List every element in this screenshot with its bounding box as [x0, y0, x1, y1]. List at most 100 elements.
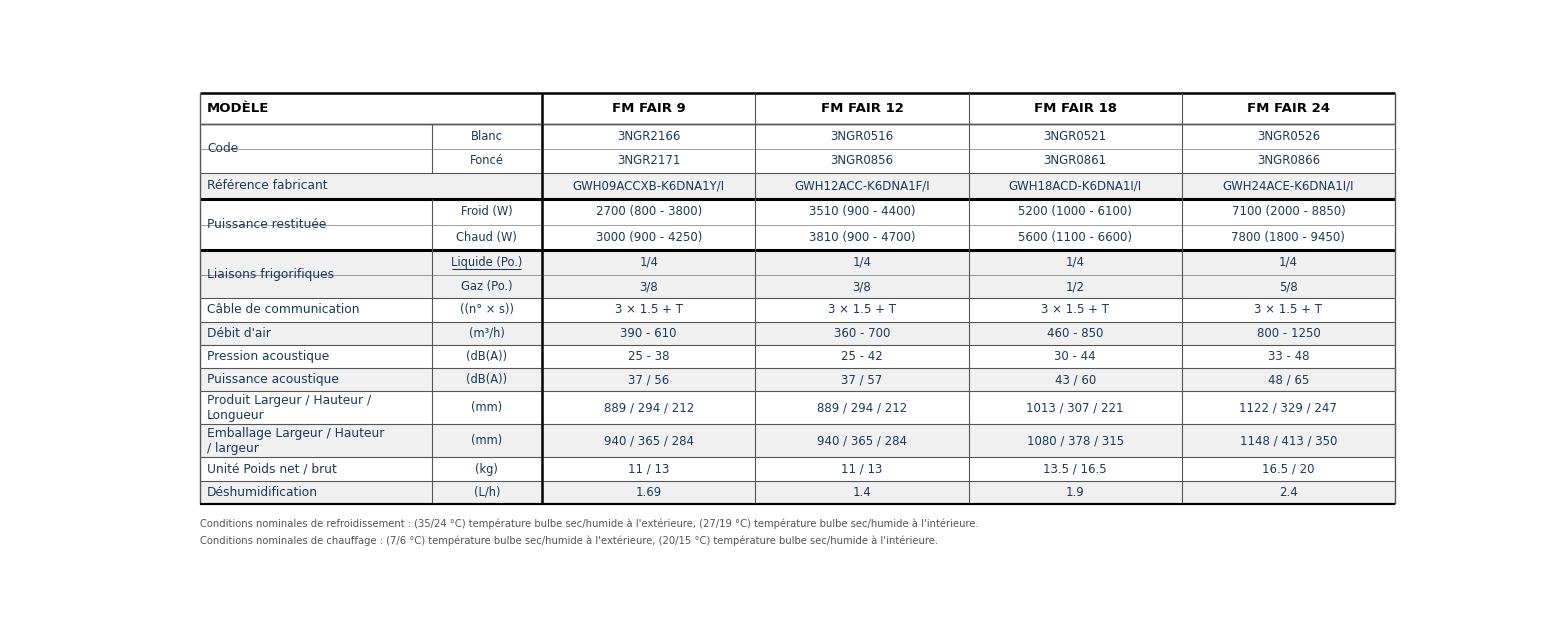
- Bar: [200, 149, 1395, 173]
- Text: Référence fabricant: Référence fabricant: [208, 180, 327, 192]
- Text: 390 - 610: 390 - 610: [620, 327, 677, 340]
- Text: 3510 (900 - 4400): 3510 (900 - 4400): [809, 205, 914, 219]
- Bar: [200, 249, 1395, 275]
- Bar: [200, 457, 1395, 481]
- Text: Emballage Largeur / Hauteur
/ largeur: Emballage Largeur / Hauteur / largeur: [208, 427, 384, 455]
- Text: 2.4: 2.4: [1279, 486, 1297, 499]
- Text: 43 / 60: 43 / 60: [1054, 373, 1096, 386]
- Text: 800 - 1250: 800 - 1250: [1257, 327, 1321, 340]
- Bar: [200, 345, 1395, 368]
- Text: 1122 / 329 / 247: 1122 / 329 / 247: [1240, 401, 1338, 415]
- Text: 3 × 1.5 + T: 3 × 1.5 + T: [615, 304, 682, 316]
- Bar: [200, 425, 1395, 457]
- Bar: [200, 224, 1395, 249]
- Text: Liquide (Po.): Liquide (Po.): [451, 256, 522, 269]
- Text: 3810 (900 - 4700): 3810 (900 - 4700): [809, 231, 914, 244]
- Text: 3NGR2171: 3NGR2171: [617, 154, 680, 168]
- Text: 1/2: 1/2: [1066, 280, 1085, 293]
- Text: 1/4: 1/4: [639, 256, 659, 269]
- Text: Puissance restituée: Puissance restituée: [208, 218, 327, 231]
- Text: 25 - 42: 25 - 42: [842, 350, 884, 363]
- Text: 3NGR0856: 3NGR0856: [831, 154, 893, 168]
- Text: 3 × 1.5 + T: 3 × 1.5 + T: [1042, 304, 1110, 316]
- Text: 3NGR0516: 3NGR0516: [831, 130, 893, 143]
- Text: 940 / 365 / 284: 940 / 365 / 284: [603, 434, 694, 447]
- Text: 5600 (1100 - 6600): 5600 (1100 - 6600): [1018, 231, 1132, 244]
- Text: Câble de communication: Câble de communication: [208, 304, 360, 316]
- Text: FM FAIR 12: FM FAIR 12: [820, 102, 904, 115]
- Text: 33 - 48: 33 - 48: [1268, 350, 1310, 363]
- Text: GWH18ACD-K6DNA1I/I: GWH18ACD-K6DNA1I/I: [1009, 180, 1142, 192]
- Text: 5/8: 5/8: [1279, 280, 1297, 293]
- Text: 5200 (1000 - 6100): 5200 (1000 - 6100): [1018, 205, 1132, 219]
- Text: 1013 / 307 / 221: 1013 / 307 / 221: [1026, 401, 1124, 415]
- Text: 2700 (800 - 3800): 2700 (800 - 3800): [595, 205, 702, 219]
- Text: 3 × 1.5 + T: 3 × 1.5 + T: [1254, 304, 1322, 316]
- Text: Gaz (Po.): Gaz (Po.): [460, 280, 513, 293]
- Text: 30 - 44: 30 - 44: [1054, 350, 1096, 363]
- Text: 3NGR0526: 3NGR0526: [1257, 130, 1321, 143]
- Text: 3NGR0521: 3NGR0521: [1043, 130, 1107, 143]
- Text: 1.69: 1.69: [636, 486, 662, 499]
- Text: 889 / 294 / 212: 889 / 294 / 212: [603, 401, 694, 415]
- Text: GWH24ACE-K6DNA1I/I: GWH24ACE-K6DNA1I/I: [1223, 180, 1355, 192]
- Bar: [200, 368, 1395, 391]
- Text: MODÈLE: MODÈLE: [208, 102, 270, 115]
- Bar: [200, 298, 1395, 321]
- Text: 11 / 13: 11 / 13: [628, 462, 670, 476]
- Text: 3/8: 3/8: [853, 280, 871, 293]
- Bar: [200, 391, 1395, 425]
- Text: ((n° × s)): ((n° × s)): [460, 304, 515, 316]
- Text: (mm): (mm): [471, 401, 502, 415]
- Text: (m³/h): (m³/h): [470, 327, 505, 340]
- Bar: [200, 173, 1395, 199]
- Text: GWH12ACC-K6DNA1F/I: GWH12ACC-K6DNA1F/I: [794, 180, 930, 192]
- Text: 13.5 / 16.5: 13.5 / 16.5: [1043, 462, 1107, 476]
- Text: 1.4: 1.4: [853, 486, 871, 499]
- Text: 3NGR0866: 3NGR0866: [1257, 154, 1321, 168]
- Text: (dB(A)): (dB(A)): [467, 373, 507, 386]
- Text: Pression acoustique: Pression acoustique: [208, 350, 329, 363]
- Text: 3000 (900 - 4250): 3000 (900 - 4250): [595, 231, 702, 244]
- Text: 3NGR0861: 3NGR0861: [1043, 154, 1107, 168]
- Text: Code: Code: [208, 142, 239, 155]
- Text: Déshumidification: Déshumidification: [208, 486, 318, 499]
- Text: Unité Poids net / brut: Unité Poids net / brut: [208, 462, 336, 476]
- Text: 940 / 365 / 284: 940 / 365 / 284: [817, 434, 907, 447]
- Text: 1/4: 1/4: [1279, 256, 1297, 269]
- Text: (L/h): (L/h): [474, 486, 501, 499]
- Text: Froid (W): Froid (W): [460, 205, 513, 219]
- Text: Conditions nominales de refroidissement : (35/24 °C) température bulbe sec/humid: Conditions nominales de refroidissement …: [200, 518, 978, 529]
- Text: 1/4: 1/4: [853, 256, 871, 269]
- Text: (mm): (mm): [471, 434, 502, 447]
- Bar: [200, 481, 1395, 504]
- Text: 1/4: 1/4: [1066, 256, 1085, 269]
- Bar: [200, 199, 1395, 224]
- Text: 889 / 294 / 212: 889 / 294 / 212: [817, 401, 907, 415]
- Text: Chaud (W): Chaud (W): [456, 231, 518, 244]
- Text: 16.5 / 20: 16.5 / 20: [1262, 462, 1314, 476]
- Text: 7100 (2000 - 8850): 7100 (2000 - 8850): [1232, 205, 1345, 219]
- Text: 48 / 65: 48 / 65: [1268, 373, 1310, 386]
- Text: (kg): (kg): [476, 462, 498, 476]
- Text: 25 - 38: 25 - 38: [628, 350, 670, 363]
- Text: 1.9: 1.9: [1066, 486, 1085, 499]
- Text: Débit d'air: Débit d'air: [208, 327, 271, 340]
- Text: 1080 / 378 / 315: 1080 / 378 / 315: [1026, 434, 1124, 447]
- Text: GWH09ACCXB-K6DNA1Y/I: GWH09ACCXB-K6DNA1Y/I: [572, 180, 725, 192]
- Text: Produit Largeur / Hauteur /
Longueur: Produit Largeur / Hauteur / Longueur: [208, 394, 370, 422]
- Text: 360 - 700: 360 - 700: [834, 327, 890, 340]
- Text: 3NGR2166: 3NGR2166: [617, 130, 680, 143]
- Text: 11 / 13: 11 / 13: [842, 462, 882, 476]
- Text: 37 / 56: 37 / 56: [628, 373, 670, 386]
- Text: 460 - 850: 460 - 850: [1046, 327, 1104, 340]
- Text: 1148 / 413 / 350: 1148 / 413 / 350: [1240, 434, 1338, 447]
- Text: Foncé: Foncé: [470, 154, 504, 168]
- Text: 37 / 57: 37 / 57: [842, 373, 882, 386]
- Text: Puissance acoustique: Puissance acoustique: [208, 373, 339, 386]
- Text: 3 × 1.5 + T: 3 × 1.5 + T: [828, 304, 896, 316]
- Bar: [200, 93, 1395, 124]
- Bar: [200, 275, 1395, 298]
- Text: Conditions nominales de chauffage : (7/6 °C) température bulbe sec/humide à l'ex: Conditions nominales de chauffage : (7/6…: [200, 535, 938, 546]
- Text: Blanc: Blanc: [471, 130, 502, 143]
